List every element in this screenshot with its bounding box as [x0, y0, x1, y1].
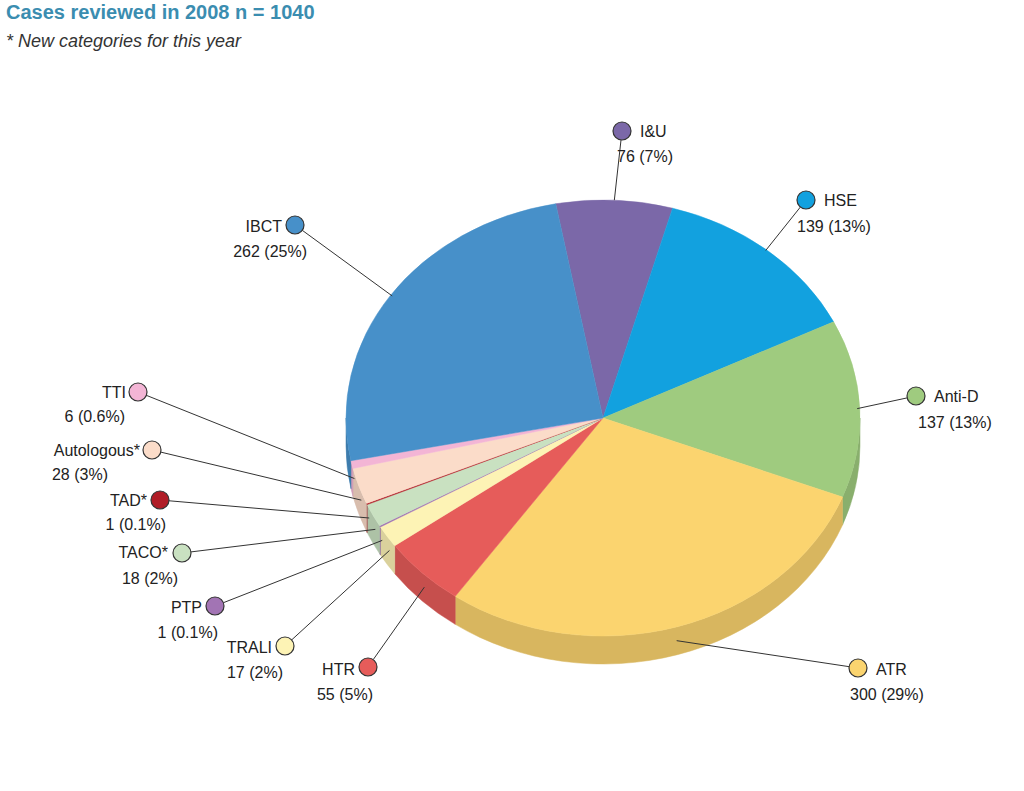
category-label: HSE	[824, 192, 857, 209]
label-swatch	[276, 637, 294, 655]
leader-line	[292, 550, 390, 639]
leader-line	[161, 452, 362, 500]
category-label: ATR	[876, 661, 907, 678]
label-swatch	[206, 597, 224, 615]
data-label: 28 (3%)	[52, 466, 108, 483]
label-swatch	[359, 658, 377, 676]
label-swatch	[797, 191, 815, 209]
category-label: TRALI	[227, 639, 272, 656]
label-swatch	[143, 441, 161, 459]
label-swatch	[907, 387, 925, 405]
leader-line	[766, 207, 801, 250]
data-label: 137 (13%)	[918, 414, 992, 431]
slice	[346, 204, 603, 461]
data-label: 55 (5%)	[317, 686, 373, 703]
label-swatch	[849, 659, 867, 677]
chart: Cases reviewed in 2008 n = 1040 * New cat…	[0, 0, 1024, 791]
data-label: 300 (29%)	[850, 686, 924, 703]
category-label: PTP	[171, 599, 202, 616]
data-label: 17 (2%)	[227, 664, 283, 681]
category-label: TACO*	[119, 544, 168, 561]
leader-line	[169, 501, 369, 518]
data-label: 139 (13%)	[797, 218, 871, 235]
data-label: 76 (7%)	[617, 148, 673, 165]
labels: I&U 76 (7%) HSE 139 (13%) Anti-D 137 (13%) ATR…	[52, 122, 992, 703]
label-swatch	[151, 491, 169, 509]
leader-line	[223, 540, 382, 602]
label-swatch	[129, 383, 147, 401]
category-label: I&U	[640, 123, 667, 140]
category-label: HTR	[322, 661, 355, 678]
title: Cases reviewed in 2008 n = 1040	[6, 1, 315, 23]
category-label: TTI	[102, 384, 126, 401]
subtitle: * New categories for this year	[6, 31, 242, 51]
leader-line	[857, 398, 907, 409]
data-label: 18 (2%)	[122, 570, 178, 587]
category-label: Autologous*	[54, 442, 140, 459]
leader-line	[146, 395, 354, 478]
data-label: 6 (0.6%)	[65, 408, 125, 425]
category-label: Anti-D	[934, 388, 978, 405]
data-label: 262 (25%)	[233, 243, 307, 260]
leader-line	[191, 529, 375, 552]
data-label: 1 (0.1%)	[158, 624, 218, 641]
category-label: TAD*	[110, 492, 147, 509]
label-swatch	[286, 216, 304, 234]
label-swatch	[613, 122, 631, 140]
category-label: IBCT	[246, 218, 283, 235]
data-label: 1 (0.1%)	[106, 516, 166, 533]
label-swatch	[173, 544, 191, 562]
leader-line	[677, 641, 849, 667]
leader-line	[373, 587, 424, 659]
pie-slices	[346, 200, 860, 636]
leader-line	[302, 230, 392, 296]
